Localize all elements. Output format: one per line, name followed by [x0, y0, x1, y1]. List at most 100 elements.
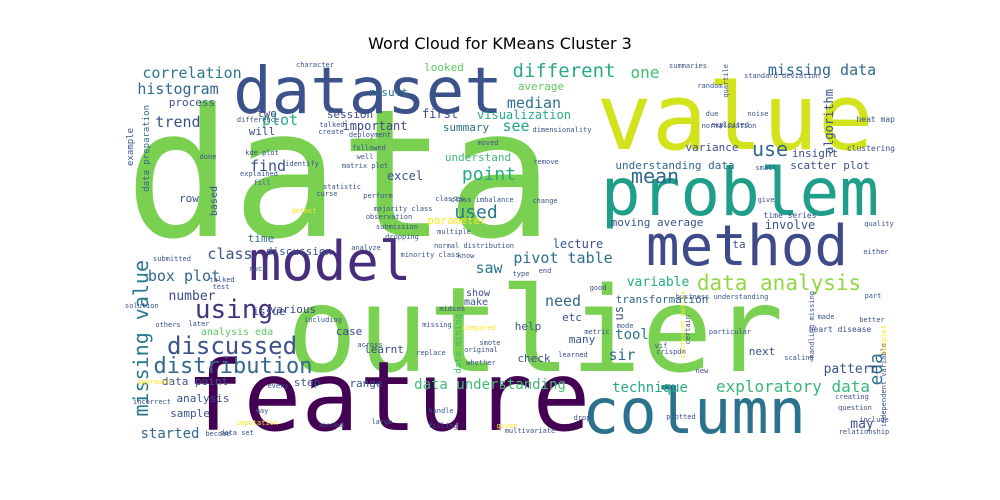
word-cloud-word: result: [368, 85, 408, 99]
word-cloud-word: missing data: [767, 60, 877, 79]
word-cloud-word: metric: [584, 327, 610, 336]
word-cloud-word: moving average: [610, 215, 704, 229]
word-cloud-word: next: [748, 344, 776, 358]
word-cloud-word: need: [544, 291, 582, 310]
word-cloud-word: learned: [558, 350, 588, 359]
word-cloud-word: class: [207, 244, 253, 263]
word-cloud-word: algorithm: [822, 89, 836, 155]
word-cloud-word: independent variable: [879, 342, 888, 428]
word-cloud-word: large: [371, 417, 393, 426]
word-cloud-word: confusion matrix: [678, 291, 687, 359]
word-cloud-word: better: [859, 315, 885, 324]
word-cloud-word: become: [205, 429, 231, 438]
word-cloud-word: number: [168, 288, 216, 304]
word-cloud-word: question: [838, 403, 872, 412]
word-cloud-word: involve: [764, 218, 816, 232]
word-cloud-word: data set: [220, 428, 254, 437]
word-cloud-word: time: [247, 231, 275, 245]
word-cloud-word: saw: [475, 258, 503, 277]
word-cloud-word: based: [209, 185, 220, 217]
word-cloud-word: pattern: [823, 361, 879, 377]
word-cloud-word: change: [532, 196, 558, 205]
word-cloud-word: missing: [422, 320, 452, 329]
word-cloud-word: done: [199, 152, 217, 161]
word-cloud-word: sir: [608, 345, 636, 364]
word-cloud-word: include: [859, 415, 889, 424]
word-cloud-word: transformation: [615, 292, 709, 306]
word-cloud-word: perform: [363, 191, 393, 200]
word-cloud-word: classes: [435, 194, 465, 203]
word-cloud-word: incorrect: [133, 397, 171, 406]
word-cloud-word: started: [140, 426, 200, 442]
word-cloud-word: midsem: [439, 304, 465, 313]
word-cloud-word: range: [349, 376, 383, 390]
word-cloud-word: crispdm: [656, 347, 686, 356]
word-cloud-word: submitted: [153, 254, 191, 263]
word-cloud-word: small: [755, 163, 777, 172]
word-cloud-word: smote: [479, 338, 501, 347]
word-cloud-word: us: [612, 305, 626, 321]
word-cloud-word: scaling: [784, 353, 814, 362]
word-cloud-word: outlier: [286, 261, 784, 399]
word-cloud-word: explained: [240, 169, 278, 178]
word-cloud-word: case: [335, 324, 363, 338]
word-cloud-word: replace: [416, 348, 446, 357]
word-cloud-word: others: [155, 320, 181, 329]
word-cloud-word: new: [695, 366, 709, 375]
word-cloud-word: lecture: [552, 237, 604, 251]
word-cloud-word: later: [188, 319, 210, 328]
word-cloud-word: one: [630, 63, 660, 82]
word-cloud-word: across: [357, 340, 383, 349]
word-cloud-word: imputation: [235, 418, 279, 427]
word-cloud-word: issue: [252, 304, 286, 318]
word-cloud-word: tool: [615, 327, 649, 343]
word-cloud-word: moved: [477, 138, 499, 147]
word-cloud-word: part: [864, 291, 882, 300]
word-cloud-word: type: [512, 269, 530, 278]
word-cloud-word: trend: [155, 112, 201, 131]
word-cloud-word: step: [293, 375, 321, 389]
word-cloud-word: two: [257, 106, 277, 120]
word-cloud-word: summary: [442, 120, 490, 134]
word-cloud-word: column: [582, 375, 806, 445]
word-cloud-word: value: [596, 64, 874, 171]
word-cloud-word: understand: [444, 150, 512, 164]
word-cloud-word: normal distribution: [433, 241, 515, 250]
word-cloud-word: learnt: [364, 342, 404, 356]
word-cloud-word: know: [457, 251, 475, 260]
word-cloud-word: relationship: [838, 427, 890, 436]
word-cloud-word: discussion: [265, 244, 333, 258]
word-cloud-word: heart disease: [808, 325, 872, 334]
word-cloud-word: talked: [209, 275, 235, 284]
word-cloud-word: solution: [125, 301, 159, 310]
word-cloud-word: particular: [708, 327, 752, 336]
word-cloud-word: pivot table: [513, 248, 613, 267]
word-cloud-word: discussed: [166, 332, 298, 360]
word-cloud-word: average: [517, 79, 565, 93]
word-cloud-word: distribution: [153, 354, 313, 379]
word-cloud-word: every: [267, 381, 289, 390]
word-cloud-word: approach: [137, 377, 171, 386]
word-cloud-word: filling: [428, 421, 458, 430]
word-cloud-word: handle: [428, 406, 454, 415]
word-cloud-word: insight: [791, 146, 839, 160]
word-cloud-word: create: [318, 127, 344, 136]
word-cloud-word: plot: [261, 110, 299, 129]
word-cloud-word: vif: [654, 341, 668, 350]
word-cloud-word: data preparation: [141, 104, 152, 192]
word-cloud-word: much: [249, 264, 267, 273]
word-cloud-word: show: [465, 288, 491, 299]
word-cloud-word: clustering: [846, 144, 895, 153]
word-cloud-word: well: [356, 152, 374, 161]
word-cloud-word: multiple: [437, 227, 471, 236]
word-cloud-word: help: [514, 319, 542, 333]
word-cloud-word: data: [125, 71, 554, 278]
word-cloud-word: heat map: [856, 115, 895, 124]
word-cloud-word: excel: [386, 169, 424, 183]
word-cloud-word: observation: [365, 212, 413, 221]
word-cloud-word: technique: [612, 380, 688, 396]
word-cloud-word: summaries: [669, 61, 707, 70]
word-cloud-word: make: [463, 297, 489, 308]
word-cloud-word: made: [817, 312, 835, 321]
word-cloud-word: due: [705, 109, 719, 118]
